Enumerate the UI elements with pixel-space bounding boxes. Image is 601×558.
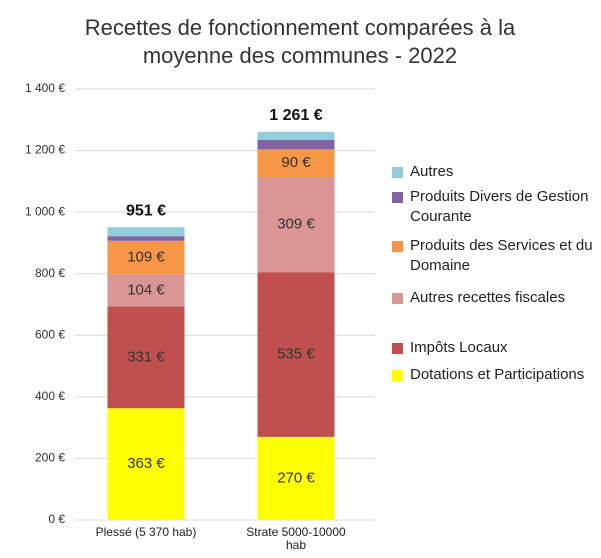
data-label: 104 € xyxy=(127,281,165,298)
legend-label: Dotations et Participations xyxy=(410,366,585,383)
bar-segment xyxy=(107,274,185,307)
legend-label: Produits Divers de Gestion Courante xyxy=(410,188,589,225)
y-tick-label: 1 000 € xyxy=(25,204,65,218)
bar-segment xyxy=(107,227,185,237)
legend-swatch xyxy=(392,167,403,178)
bar-segment xyxy=(257,272,335,437)
legend-label: Autres recettes fiscales xyxy=(410,289,566,306)
data-label: 331 € xyxy=(127,348,165,365)
legend-swatch xyxy=(392,293,403,304)
y-tick-label: 1 400 € xyxy=(25,81,65,95)
data-label: 109 € xyxy=(127,249,165,266)
total-label: 951 € xyxy=(126,202,166,219)
y-tick-label: 1 200 € xyxy=(25,143,65,157)
y-tick-label: 0 € xyxy=(48,512,65,526)
y-tick-label: 200 € xyxy=(35,451,65,465)
legend-swatch xyxy=(392,343,403,354)
total-label: 1 261 € xyxy=(269,107,322,124)
bar-segment xyxy=(257,149,335,178)
legend-label: Impôts Locaux xyxy=(410,339,508,356)
legend-label: Autres xyxy=(410,163,454,180)
data-label: 270 € xyxy=(277,469,315,486)
bar-segment xyxy=(107,236,185,241)
bar-segment xyxy=(107,240,185,275)
bar-segment xyxy=(107,306,185,409)
bar-segment xyxy=(257,131,335,140)
legend-swatch xyxy=(392,192,403,203)
bar-segment xyxy=(257,436,335,520)
y-tick-label: 400 € xyxy=(35,389,65,403)
legend-swatch xyxy=(392,241,403,252)
data-label: 309 € xyxy=(277,216,315,233)
legend-swatch xyxy=(392,370,403,381)
data-label: 535 € xyxy=(277,345,315,362)
data-label: 363 € xyxy=(127,455,165,472)
data-label: 90 € xyxy=(281,154,311,171)
x-tick-label: Strate 5000-10000 hab xyxy=(246,525,346,552)
bar-segment xyxy=(107,408,185,520)
x-tick-label: Plessé (5 370 hab) xyxy=(95,525,197,539)
bar-segment xyxy=(257,139,335,150)
chart-title: Recettes de fonctionnement comparées à l… xyxy=(84,15,516,68)
y-tick-label: 600 € xyxy=(35,327,65,341)
bar-segment xyxy=(257,177,335,273)
y-tick-label: 800 € xyxy=(35,266,65,280)
legend-label: Produits des Services et du Domaine xyxy=(410,237,593,274)
